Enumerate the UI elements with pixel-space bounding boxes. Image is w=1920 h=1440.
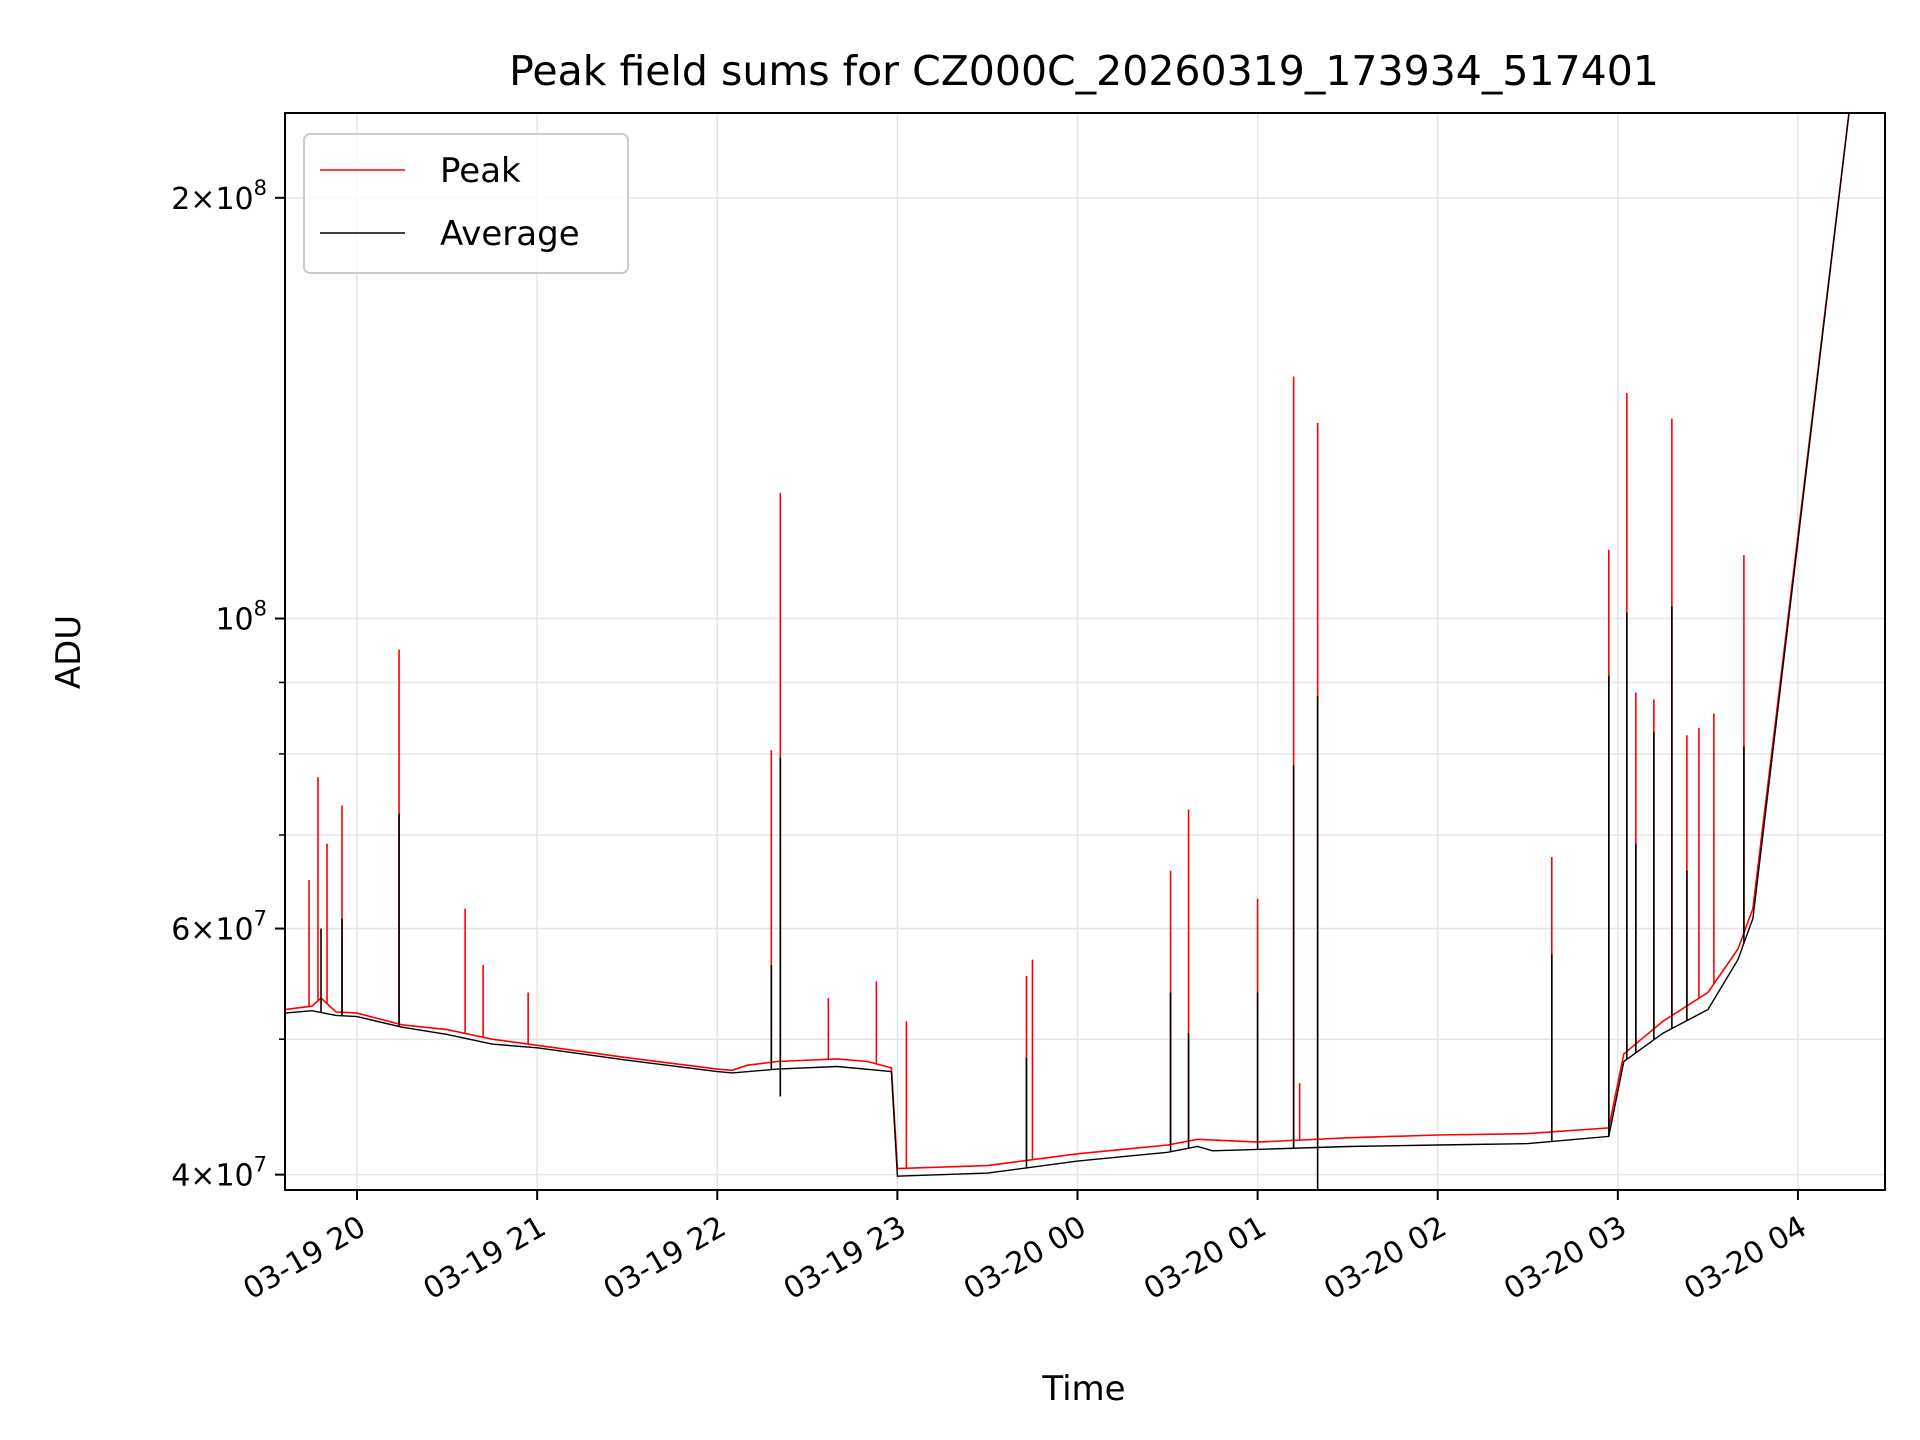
chart-title: Peak field sums for CZ000C_20260319_1739… xyxy=(509,47,1659,95)
plot-frame xyxy=(284,112,1886,1191)
series-line-average xyxy=(285,113,1850,1177)
series-average xyxy=(285,113,1850,1190)
legend-label-peak: Peak xyxy=(440,151,521,191)
y-tick-label: 6×107 xyxy=(171,907,267,948)
y-axis-label: ADU xyxy=(49,615,89,689)
grid xyxy=(285,113,1885,1190)
series-layer xyxy=(285,113,1850,1190)
legend-box xyxy=(303,133,629,274)
y-tick-label: 108 xyxy=(215,597,267,638)
y-tick-label: 4×107 xyxy=(171,1153,267,1194)
x-axis-label: Time xyxy=(1041,1369,1125,1409)
y-tick-label: 2×108 xyxy=(171,176,267,217)
legend-label-average: Average xyxy=(440,214,580,254)
legend: Peak Average xyxy=(303,133,629,274)
y-axis: 4×107 6×107 108 2×108 xyxy=(171,176,285,1194)
series-line-peak xyxy=(285,113,1850,1170)
